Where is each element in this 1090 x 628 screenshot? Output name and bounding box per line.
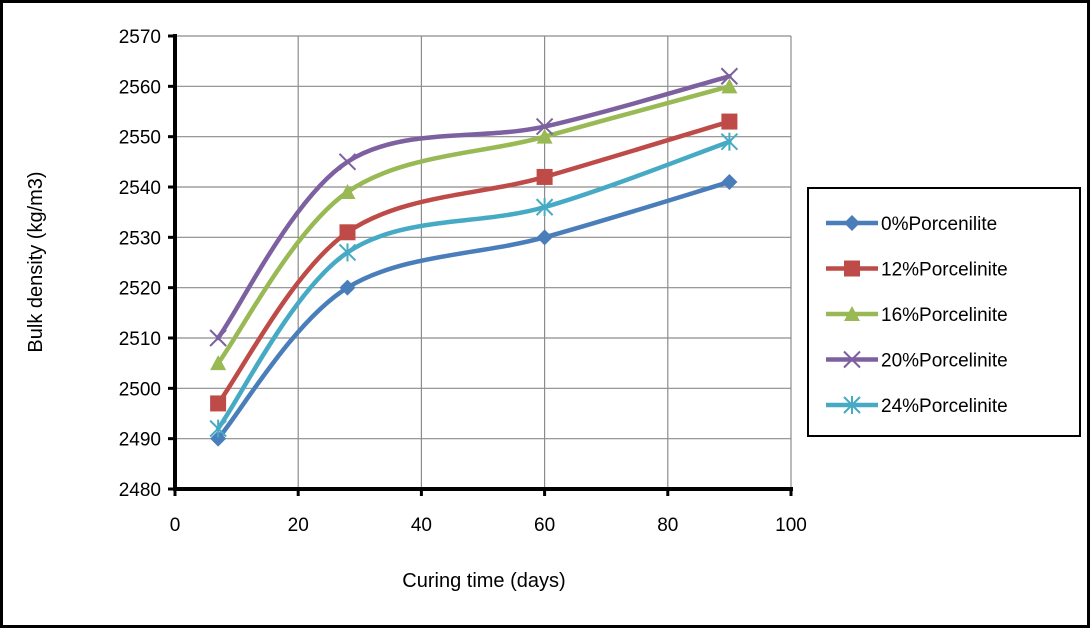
data-point-marker — [210, 430, 227, 447]
legend-label: 12%Porcelinite — [881, 260, 1008, 281]
series-group — [209, 67, 739, 447]
legend-label: 20%Porcelinite — [881, 351, 1008, 372]
series-line — [215, 119, 732, 406]
data-point-marker — [339, 184, 356, 200]
legend-swatch-marker — [844, 215, 860, 231]
y-tick-label: 2570 — [119, 27, 161, 48]
data-point-marker — [209, 329, 227, 347]
data-point-marker — [536, 128, 553, 144]
y-tick-label: 2480 — [119, 480, 161, 501]
data-point-marker — [338, 153, 357, 171]
legend-swatch-marker — [843, 396, 861, 414]
y-tick-label: 2500 — [119, 379, 161, 400]
series-3 — [209, 67, 739, 347]
legend-item: 0%Porcenilite — [826, 214, 997, 235]
legend-swatch-marker — [844, 260, 860, 277]
data-point-marker — [210, 355, 227, 371]
series-line — [215, 84, 732, 366]
legend-swatch-marker — [843, 350, 861, 369]
y-tick-label: 2510 — [119, 329, 161, 350]
y-tick-label: 2530 — [119, 228, 161, 249]
series-line — [215, 74, 732, 341]
series-2 — [210, 78, 738, 371]
legend-label: 0%Porcenilite — [881, 214, 997, 235]
y-tick-label: 2490 — [119, 430, 161, 451]
y-axis-title: Bulk density (kg/m3) — [25, 171, 47, 352]
legend-label: 24%Porcelinite — [881, 396, 1008, 417]
legend-item: 24%Porcelinite — [826, 396, 1008, 417]
y-tick-label: 2550 — [119, 128, 161, 149]
x-axis-title: Curing time (days) — [402, 570, 565, 592]
y-tick-label: 2540 — [119, 178, 161, 199]
legend-swatch-marker — [844, 306, 860, 321]
data-point-marker — [210, 395, 227, 412]
data-point-marker — [721, 113, 738, 130]
series-0 — [210, 173, 738, 447]
data-point-marker — [536, 229, 553, 246]
y-tick-label: 2520 — [119, 279, 161, 300]
legend-label: 16%Porcelinite — [881, 305, 1008, 326]
x-tick-label: 100 — [775, 515, 807, 536]
series-1 — [210, 113, 738, 412]
x-tick-label: 60 — [534, 515, 555, 536]
data-point-marker — [339, 224, 356, 241]
x-tick-label: 0 — [170, 515, 181, 536]
series-line — [215, 179, 732, 441]
legend-item: 20%Porcelinite — [826, 351, 1008, 372]
data-point-marker — [338, 243, 357, 262]
tick-labels: 2480 2490 2500 2510 2520 2530 2540 2550 2560 2570… — [119, 27, 807, 536]
data-point-marker — [339, 279, 356, 296]
axes — [168, 34, 793, 496]
series-4 — [209, 132, 739, 438]
y-tick-label: 2560 — [119, 77, 161, 98]
data-point-marker — [721, 173, 738, 190]
data-point-marker — [535, 198, 554, 217]
series-line — [215, 139, 732, 431]
legend-item: 16%Porcelinite — [826, 305, 1008, 326]
data-point-marker — [720, 132, 739, 151]
data-point-marker — [721, 78, 738, 94]
data-point-marker — [536, 168, 553, 185]
legend-item: 12%Porcelinite — [826, 260, 1008, 281]
data-point-marker — [209, 419, 227, 438]
x-tick-label: 20 — [288, 515, 309, 536]
x-tick-label: 80 — [657, 515, 678, 536]
x-tick-label: 40 — [411, 515, 432, 536]
grid — [175, 35, 792, 489]
data-point-marker — [535, 117, 554, 136]
legend: 0%Porcenilite 12%Porcelinite 16%Porcelinit… — [807, 187, 1081, 437]
data-point-marker — [720, 67, 739, 85]
